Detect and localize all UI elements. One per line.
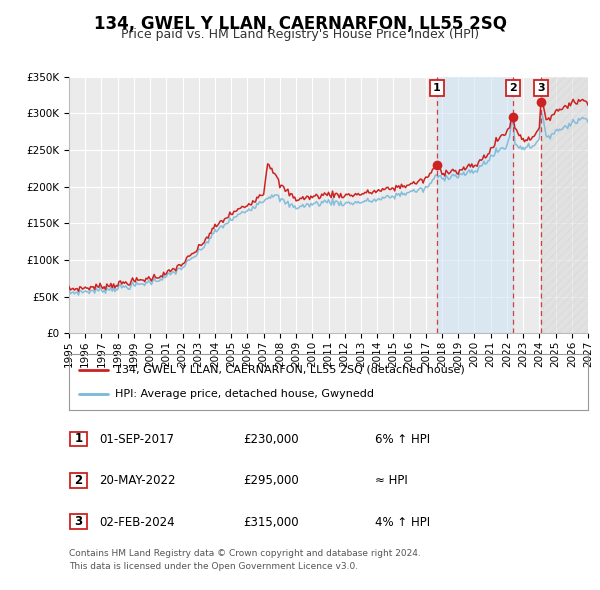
Bar [541,77,588,333]
Text: Price paid vs. HM Land Registry's House Price Index (HPI): Price paid vs. HM Land Registry's House … [121,28,479,41]
Text: 4% ↑ HPI: 4% ↑ HPI [375,516,430,529]
Text: 1: 1 [433,83,440,93]
Text: 6% ↑ HPI: 6% ↑ HPI [375,433,430,446]
FancyBboxPatch shape [70,431,87,447]
Text: Contains HM Land Registry data © Crown copyright and database right 2024.: Contains HM Land Registry data © Crown c… [69,549,421,558]
Text: HPI: Average price, detached house, Gwynedd: HPI: Average price, detached house, Gwyn… [115,389,374,399]
Text: 134, GWEL Y LLAN, CAERNARFON, LL55 2SQ (detached house): 134, GWEL Y LLAN, CAERNARFON, LL55 2SQ (… [115,365,464,375]
Text: £295,000: £295,000 [243,474,299,487]
Text: 2: 2 [74,474,83,487]
Text: 20-MAY-2022: 20-MAY-2022 [99,474,176,487]
Bar [437,77,513,333]
Text: 02-FEB-2024: 02-FEB-2024 [99,516,175,529]
Text: £315,000: £315,000 [243,516,299,529]
Text: 01-SEP-2017: 01-SEP-2017 [99,433,174,446]
Text: £230,000: £230,000 [243,433,299,446]
Text: 2: 2 [509,83,517,93]
FancyBboxPatch shape [70,514,87,529]
Text: 3: 3 [74,515,83,528]
FancyBboxPatch shape [70,473,87,488]
Text: 3: 3 [537,83,544,93]
Text: 134, GWEL Y LLAN, CAERNARFON, LL55 2SQ: 134, GWEL Y LLAN, CAERNARFON, LL55 2SQ [94,15,506,33]
Text: ≈ HPI: ≈ HPI [375,474,408,487]
Text: This data is licensed under the Open Government Licence v3.0.: This data is licensed under the Open Gov… [69,562,358,571]
Text: 1: 1 [74,432,83,445]
